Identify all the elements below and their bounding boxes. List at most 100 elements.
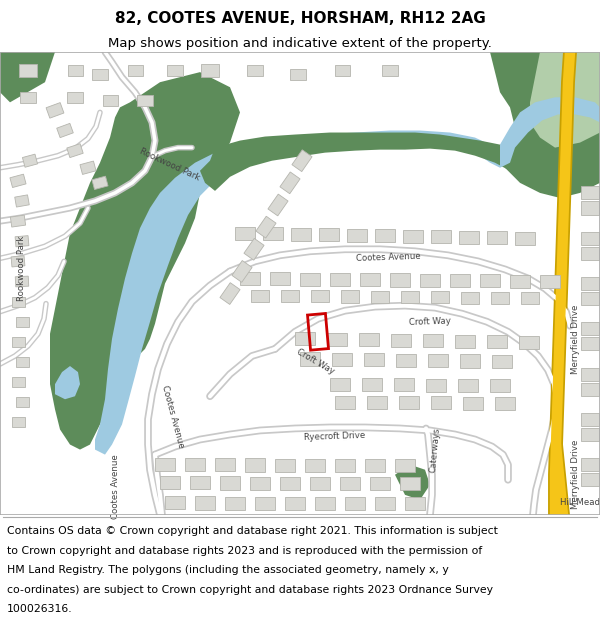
Bar <box>10 215 26 227</box>
Bar <box>459 231 479 244</box>
Bar <box>232 261 252 282</box>
Bar <box>67 64 83 76</box>
Bar <box>281 290 299 302</box>
Text: Ryecroft Drive: Ryecroft Drive <box>304 431 366 442</box>
Bar <box>195 496 215 509</box>
Bar <box>581 292 599 305</box>
Bar <box>340 477 360 490</box>
Bar <box>215 458 235 471</box>
Bar <box>431 291 449 303</box>
Bar <box>396 354 416 367</box>
Bar <box>244 238 264 260</box>
Bar <box>428 354 448 367</box>
Bar <box>11 418 25 428</box>
Bar <box>515 232 535 245</box>
Bar <box>581 186 599 199</box>
Bar <box>300 272 320 286</box>
Text: Croft Way: Croft Way <box>295 348 335 376</box>
Bar <box>250 476 270 489</box>
Text: Merryfield Drive: Merryfield Drive <box>571 304 580 374</box>
Bar <box>519 336 539 349</box>
Bar <box>395 459 415 472</box>
Bar <box>581 382 599 396</box>
Bar <box>308 314 328 350</box>
Text: Croft Way: Croft Way <box>409 316 451 327</box>
Bar <box>275 459 295 472</box>
Bar <box>491 292 509 304</box>
Bar <box>581 338 599 351</box>
Bar <box>167 64 183 76</box>
Bar <box>327 333 347 346</box>
Bar <box>22 154 38 168</box>
Text: to Crown copyright and database rights 2023 and is reproduced with the permissio: to Crown copyright and database rights 2… <box>7 546 482 556</box>
Bar <box>235 227 255 240</box>
Bar <box>399 396 419 409</box>
Bar <box>46 102 64 118</box>
Polygon shape <box>490 52 600 198</box>
Bar <box>359 333 379 346</box>
Bar <box>335 396 355 409</box>
Bar <box>365 459 385 472</box>
Bar <box>347 229 367 242</box>
Bar <box>190 476 210 489</box>
Bar <box>319 228 339 241</box>
Bar <box>521 292 539 304</box>
Bar <box>128 64 143 76</box>
Text: Cootes Avenue: Cootes Avenue <box>160 384 186 449</box>
Bar <box>16 398 29 408</box>
Bar <box>364 353 384 366</box>
Bar <box>255 497 275 510</box>
Text: 82, COOTES AVENUE, HORSHAM, RH12 2AG: 82, COOTES AVENUE, HORSHAM, RH12 2AG <box>115 11 485 26</box>
Bar <box>311 290 329 302</box>
Bar <box>240 272 260 285</box>
Bar <box>285 497 305 510</box>
Bar <box>92 69 108 79</box>
Bar <box>371 291 389 303</box>
Bar <box>15 276 29 287</box>
Polygon shape <box>95 131 500 454</box>
Bar <box>15 236 29 247</box>
Bar <box>247 64 263 76</box>
Bar <box>292 150 312 172</box>
Bar <box>295 332 315 346</box>
Bar <box>382 64 398 76</box>
Bar <box>581 322 599 336</box>
Bar <box>540 275 560 288</box>
Bar <box>332 353 352 366</box>
Bar <box>16 317 29 327</box>
Text: co-ordinates) are subject to Crown copyright and database rights 2023 Ordnance S: co-ordinates) are subject to Crown copyr… <box>7 585 493 595</box>
Bar <box>160 476 180 489</box>
Bar <box>461 292 479 304</box>
Polygon shape <box>0 52 55 102</box>
Bar <box>165 496 185 509</box>
Bar <box>137 95 153 106</box>
Bar <box>463 396 483 409</box>
Bar <box>581 458 599 471</box>
Bar <box>330 273 350 286</box>
Bar <box>335 64 349 76</box>
Bar <box>11 377 25 387</box>
Bar <box>315 497 335 510</box>
Bar <box>300 352 320 366</box>
Text: Contains OS data © Crown copyright and database right 2021. This information is : Contains OS data © Crown copyright and d… <box>7 526 498 536</box>
Bar <box>405 497 425 510</box>
Bar <box>581 473 599 486</box>
Bar <box>290 69 306 79</box>
Text: Rookwood Park: Rookwood Park <box>17 236 26 301</box>
Bar <box>431 396 451 409</box>
Bar <box>370 477 390 490</box>
Bar <box>280 172 300 194</box>
Bar <box>375 229 395 242</box>
Bar <box>335 459 355 472</box>
Bar <box>251 289 269 302</box>
Bar <box>155 458 175 471</box>
Bar <box>20 92 36 103</box>
Bar <box>330 378 350 391</box>
Bar <box>280 477 300 490</box>
Bar <box>480 274 500 288</box>
Bar <box>581 428 599 441</box>
Text: Map shows position and indicative extent of the property.: Map shows position and indicative extent… <box>108 38 492 51</box>
Bar <box>458 379 478 392</box>
Bar <box>11 256 25 267</box>
Text: Hill Mead: Hill Mead <box>560 498 600 508</box>
